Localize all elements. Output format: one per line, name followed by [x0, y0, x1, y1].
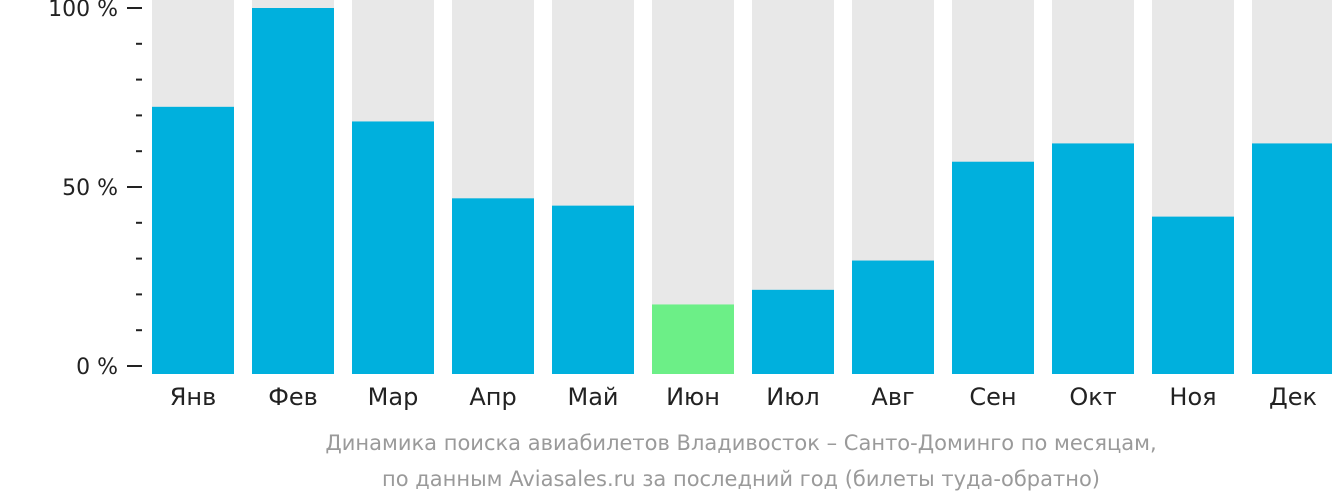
y-tick-label: 100 %	[48, 0, 118, 22]
bar	[452, 198, 534, 374]
bar	[752, 289, 834, 374]
y-tick-label: 0 %	[76, 355, 118, 380]
bar	[252, 8, 334, 374]
bar	[952, 161, 1034, 374]
bar	[352, 121, 434, 375]
x-tick-label: Июн	[666, 383, 720, 411]
bar	[552, 205, 634, 374]
x-tick-label: Авг	[871, 383, 914, 411]
x-tick-label: Апр	[469, 383, 516, 411]
bars	[152, 8, 1332, 375]
x-axis-labels: Янв Фев Мар Апр Май Июн Июл Авг Сен Окт Ноя Дек	[170, 383, 1317, 411]
chart-caption-line-1: Динамика поиска авиабилетов Владивосток …	[325, 431, 1157, 455]
x-tick-label: Ноя	[1169, 383, 1216, 411]
x-tick-label: Окт	[1069, 383, 1116, 411]
x-tick-label: Фев	[268, 383, 318, 411]
x-tick-label: Июл	[766, 383, 820, 411]
bar	[1152, 216, 1234, 374]
x-tick-label: Май	[567, 383, 618, 411]
bar	[152, 106, 234, 374]
bar-highlighted	[652, 304, 734, 374]
x-tick-label: Дек	[1269, 383, 1317, 411]
x-tick-label: Янв	[170, 383, 217, 411]
x-tick-label: Сен	[969, 383, 1016, 411]
chart-caption-line-2: по данным Aviasales.ru за последний год …	[382, 467, 1100, 491]
y-axis: 0 % 50 % 100 %	[48, 0, 142, 380]
bar	[1252, 143, 1332, 374]
y-tick-label: 50 %	[62, 176, 118, 201]
bar	[852, 260, 934, 374]
bar	[1052, 143, 1134, 374]
x-tick-label: Мар	[368, 383, 419, 411]
bar-chart: 0 % 50 % 100 % Янв Фев Мар Апр Май Июн Июл Авг Сен…	[48, 0, 1332, 411]
